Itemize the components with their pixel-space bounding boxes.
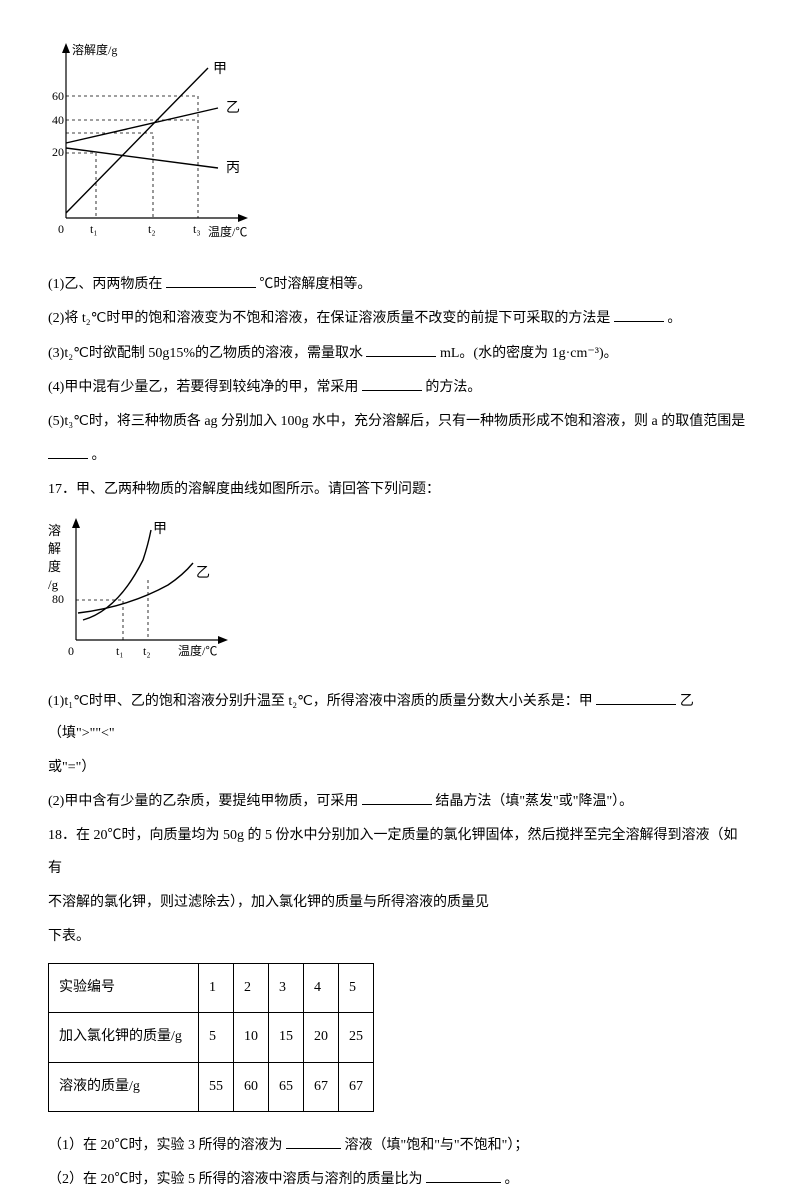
question-18-b: 不溶解的氯化钾，则过滤除去），加入氯化钾的质量与所得溶液的质量见 [48,887,746,919]
svg-text:60: 60 [52,89,64,103]
blank-q4[interactable] [362,377,422,391]
q3-text: (3)t₂℃时欲配制 50g15%的乙物质的溶液，需量取水 [48,346,363,361]
svg-text:解: 解 [48,541,61,556]
col-header-1: 1 [199,964,234,1013]
question-1: (1)乙、丙两物质在 ℃时溶解度相等。 [48,269,746,301]
question-2: (2)将 t₂℃时甲的饱和溶液变为不饱和溶液，在保证溶液质量不改变的前提下可采取… [48,303,746,335]
blank-q17-2[interactable] [362,791,432,805]
cell: 25 [339,1013,374,1062]
solubility-chart-2: 溶 解 度 /g 80 0 t₁ t₂ 温度/℃ 甲 乙 [48,515,746,678]
q4-tail: 的方法。 [425,380,481,395]
svg-text:乙: 乙 [196,565,210,581]
question-5b: 。 [48,440,746,472]
q2-tail: 。 [667,311,681,326]
svg-text:t₃: t₃ [193,222,201,236]
svg-text:甲: 甲 [153,522,167,537]
svg-text:40: 40 [52,113,64,127]
col-header-5: 5 [339,964,374,1013]
blank-q5[interactable] [48,445,88,459]
table-header-row: 实验编号 1 2 3 4 5 [49,964,374,1013]
q17-2-text: (2)甲中含有少量的乙杂质，要提纯甲物质，可采用 [48,794,358,809]
svg-text:/g: /g [48,577,59,592]
q17-1a: (1)t₁℃时甲、乙的饱和溶液分别升温至 t₂℃，所得溶液中溶质的质量分数大小关… [48,694,593,709]
q1-tail: ℃时溶解度相等。 [259,277,371,292]
svg-text:温度/℃: 温度/℃ [178,643,217,658]
q5-tail: 。 [92,448,106,463]
svg-text:t₁: t₁ [90,222,98,236]
cell: 5 [199,1013,234,1062]
col-header-3: 3 [269,964,304,1013]
q2-text: (2)将 t₂℃时甲的饱和溶液变为不饱和溶液，在保证溶液质量不改变的前提下可采取… [48,311,610,326]
q18-2-tail: 。 [505,1172,519,1187]
q18-1-text: （1）在 20℃时，实验 3 所得的溶液为 [48,1138,283,1153]
svg-text:丙: 丙 [226,161,240,176]
q17-2-tail: 结晶方法（填"蒸发"或"降温"）。 [435,794,633,809]
col-header-4: 4 [304,964,339,1013]
table-row: 加入氯化钾的质量/g 5 10 15 20 25 [49,1013,374,1062]
svg-text:t₂: t₂ [143,644,151,658]
svg-text:t₂: t₂ [148,222,156,236]
svg-text:t₁: t₁ [116,644,124,658]
cell: 60 [234,1062,269,1111]
question-4: (4)甲中混有少量乙，若要得到较纯净的甲，常采用 的方法。 [48,372,746,404]
question-18-a: 18．在 20℃时，向质量均为 50g 的 5 份水中分别加入一定质量的氯化钾固… [48,820,746,884]
cell: 55 [199,1062,234,1111]
svg-text:0: 0 [58,222,64,236]
cell: 20 [304,1013,339,1062]
svg-text:度: 度 [48,559,61,574]
question-5: (5)t₃℃时，将三种物质各 ag 分别加入 100g 水中，充分溶解后，只有一… [48,406,746,438]
question-17-heading: 17．甲、乙两种物质的溶解度曲线如图所示。请回答下列问题： [48,474,746,506]
question-18-c: 下表。 [48,921,746,953]
svg-text:乙: 乙 [226,100,240,116]
blank-q18-1[interactable] [286,1135,341,1149]
q18-2-text: （2）在 20℃时，实验 5 所得的溶液中溶质与溶剂的质量比为 [48,1172,423,1187]
q1-text: (1)乙、丙两物质在 [48,277,162,292]
question-17-1: (1)t₁℃时甲、乙的饱和溶液分别升温至 t₂℃，所得溶液中溶质的质量分数大小关… [48,686,746,750]
cell: 加入氯化钾的质量/g [49,1013,199,1062]
blank-q18-2[interactable] [426,1169,501,1183]
blank-q17-1[interactable] [596,691,676,705]
question-17-2: (2)甲中含有少量的乙杂质，要提纯甲物质，可采用 结晶方法（填"蒸发"或"降温"… [48,786,746,818]
question-18-2: （2）在 20℃时，实验 5 所得的溶液中溶质与溶剂的质量比为 。 [48,1164,746,1196]
col-header-0: 实验编号 [49,964,199,1013]
q3-tail: mL。(水的密度为 1g·cm⁻³)。 [440,346,618,361]
blank-q2[interactable] [614,308,664,322]
cell: 67 [304,1062,339,1111]
cell: 10 [234,1013,269,1062]
col-header-2: 2 [234,964,269,1013]
svg-text:0: 0 [68,644,74,658]
chart2-svg: 溶 解 度 /g 80 0 t₁ t₂ 温度/℃ 甲 乙 [48,515,258,665]
svg-text:甲: 甲 [213,62,227,77]
solubility-chart-1: 60 40 20 溶解度/g 温度/℃ 0 t₁ t₂ t₃ 甲 乙 丙 [48,38,746,261]
question-18-1: （1）在 20℃时，实验 3 所得的溶液为 溶液（填"饱和"与"不饱和"）； [48,1130,746,1162]
question-17-1c: 或"="） [48,752,746,784]
blank-q1[interactable] [166,274,256,288]
experiment-table: 实验编号 1 2 3 4 5 加入氯化钾的质量/g 5 10 15 20 25 … [48,963,374,1112]
svg-text:20: 20 [52,145,64,159]
cell: 溶液的质量/g [49,1062,199,1111]
svg-text:80: 80 [52,592,64,606]
cell: 15 [269,1013,304,1062]
question-3: (3)t₂℃时欲配制 50g15%的乙物质的溶液，需量取水 mL。(水的密度为 … [48,338,746,370]
blank-q3[interactable] [366,343,436,357]
q5-text: (5)t₃℃时，将三种物质各 ag 分别加入 100g 水中，充分溶解后，只有一… [48,414,745,429]
cell: 65 [269,1062,304,1111]
svg-text:温度/℃: 温度/℃ [208,224,247,239]
q18-1-tail: 溶液（填"饱和"与"不饱和"）； [345,1138,529,1153]
chart1-svg: 60 40 20 溶解度/g 温度/℃ 0 t₁ t₂ t₃ 甲 乙 丙 [48,38,278,248]
cell: 67 [339,1062,374,1111]
svg-text:溶: 溶 [48,523,61,538]
table-row: 溶液的质量/g 55 60 65 67 67 [49,1062,374,1111]
svg-text:溶解度/g: 溶解度/g [72,42,117,57]
q4-text: (4)甲中混有少量乙，若要得到较纯净的甲，常采用 [48,380,358,395]
